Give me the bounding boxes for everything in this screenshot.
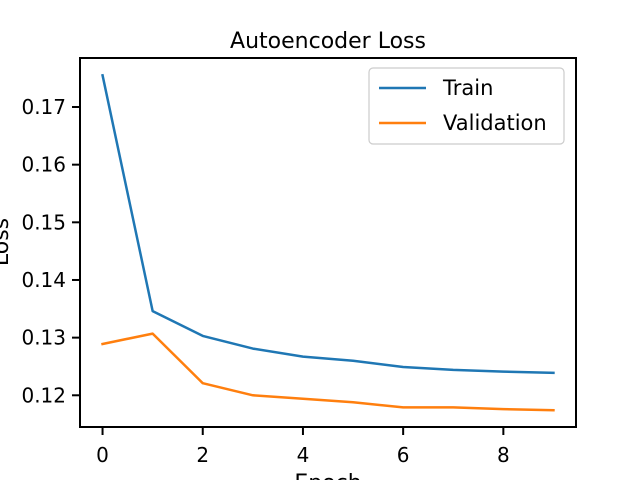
x-tick-label: 6: [397, 443, 410, 467]
x-axis: 0 2 4 6 8: [96, 427, 510, 467]
series-line-train: [101, 73, 555, 375]
y-tick-label: 0.13: [21, 326, 66, 350]
plot-frame: [79, 57, 577, 428]
y-axis: 0.12 0.13 0.14 0.15 0.16 0.17: [21, 95, 80, 407]
legend-label-validation: Validation: [443, 111, 547, 135]
y-tick-label: 0.12: [21, 383, 66, 407]
x-tick-label: 8: [497, 443, 510, 467]
x-tick-label: 2: [196, 443, 209, 467]
x-axis-label: Epoch: [294, 471, 361, 480]
y-tick-label: 0.16: [21, 153, 66, 177]
legend: Train Validation: [368, 67, 565, 145]
series-layer: [101, 73, 555, 412]
chart-title: Autoencoder Loss: [230, 29, 426, 54]
y-tick-label: 0.17: [21, 95, 66, 119]
y-tick-label: 0.14: [21, 268, 66, 292]
x-tick-label: 0: [96, 443, 109, 467]
y-tick-label: 0.15: [21, 210, 66, 234]
plot-area: [79, 57, 577, 428]
legend-label-train: Train: [442, 76, 493, 100]
x-tick-label: 4: [297, 443, 310, 467]
y-axis-label: Loss: [0, 218, 14, 266]
series-line-validation: [101, 332, 555, 412]
